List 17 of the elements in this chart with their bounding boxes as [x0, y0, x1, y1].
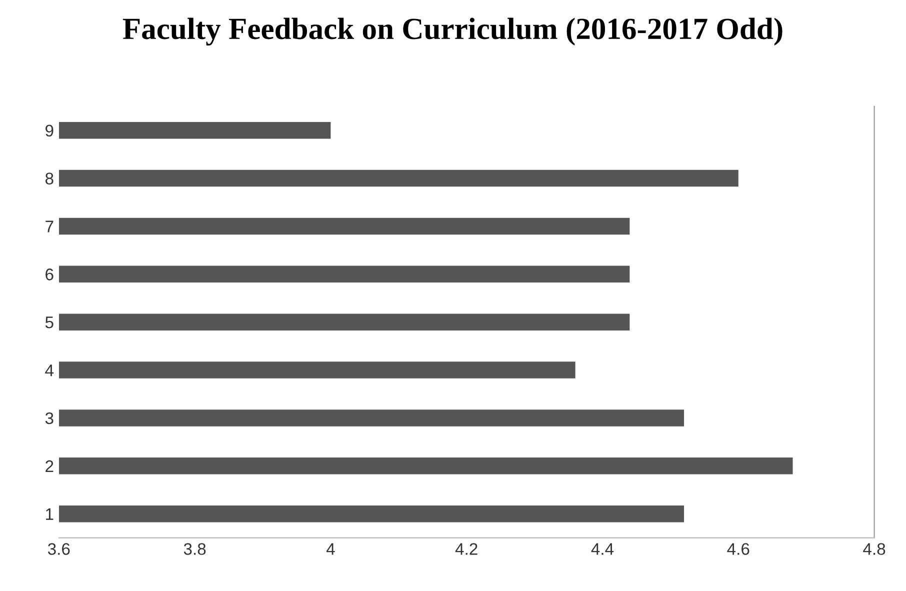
- y-tick-label: 7: [46, 220, 54, 232]
- y-tick-label: 1: [46, 508, 54, 520]
- y-tick-label: 4: [45, 364, 54, 376]
- y-tick-label: 2: [46, 460, 54, 472]
- x-tick-label: 3.6: [48, 543, 70, 555]
- x-tick-label: 3.8: [184, 543, 206, 555]
- x-tick-label: 4.8: [863, 543, 886, 555]
- x-tick-label: 4.4: [591, 543, 614, 555]
- y-tick-label: 5: [45, 316, 54, 328]
- y-tick-label: 8: [45, 172, 54, 184]
- y-tick-label: 9: [46, 124, 54, 137]
- x-tick-label: 4.6: [727, 543, 750, 555]
- y-tick-label: 3: [45, 412, 54, 424]
- x-tick-label: 4.2: [455, 543, 478, 555]
- y-tick-label: 6: [46, 268, 54, 280]
- x-tick-label: 4: [326, 543, 335, 555]
- chart-title: Faculty Feedback on Curriculum (2016-2017 Odd): [122, 18, 782, 46]
